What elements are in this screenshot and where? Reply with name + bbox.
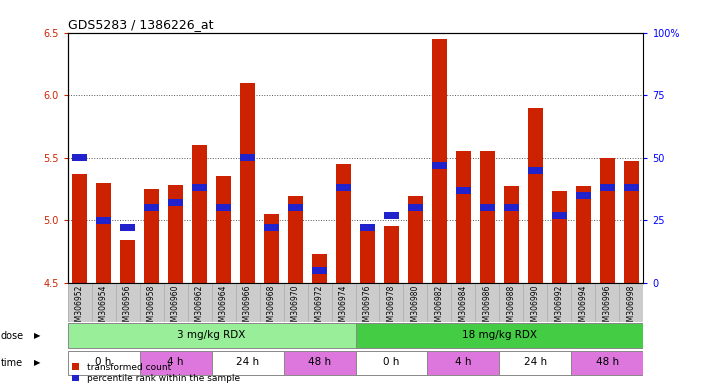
Text: GSM306958: GSM306958	[147, 285, 156, 331]
Text: GDS5283 / 1386226_at: GDS5283 / 1386226_at	[68, 18, 213, 31]
Bar	[432, 162, 447, 169]
Bar	[407, 197, 423, 283]
Bar	[480, 204, 496, 211]
Bar	[144, 204, 159, 211]
Bar	[503, 187, 519, 283]
Bar	[456, 187, 471, 194]
Bar	[528, 167, 543, 174]
Text: GSM306998: GSM306998	[627, 285, 636, 331]
Bar	[384, 212, 400, 218]
Bar	[288, 204, 304, 211]
Text: 3 mg/kg RDX: 3 mg/kg RDX	[177, 330, 246, 340]
Bar	[480, 151, 496, 283]
Text: GSM306980: GSM306980	[411, 285, 420, 331]
Text: GSM306978: GSM306978	[387, 285, 396, 331]
Text: ▶: ▶	[34, 331, 41, 340]
Bar	[96, 217, 112, 223]
Text: GSM306952: GSM306952	[75, 285, 84, 331]
Bar	[552, 192, 567, 283]
Bar	[552, 212, 567, 218]
Text: GSM306990: GSM306990	[531, 285, 540, 331]
Bar	[72, 154, 87, 161]
Text: GSM306986: GSM306986	[483, 285, 492, 331]
Text: ▶: ▶	[34, 358, 41, 367]
Text: 24 h: 24 h	[524, 357, 547, 367]
Bar	[624, 184, 639, 191]
Bar	[456, 151, 471, 283]
Bar	[360, 227, 375, 283]
Bar	[576, 192, 592, 199]
Bar	[360, 224, 375, 231]
Text: GSM306962: GSM306962	[195, 285, 204, 331]
Text: 48 h: 48 h	[308, 357, 331, 367]
Text: time: time	[1, 358, 23, 368]
Bar	[599, 158, 615, 283]
Text: GSM306968: GSM306968	[267, 285, 276, 331]
Bar	[407, 204, 423, 211]
Text: 24 h: 24 h	[236, 357, 259, 367]
Text: 0 h: 0 h	[383, 357, 400, 367]
Text: GSM306966: GSM306966	[243, 285, 252, 331]
Bar	[311, 254, 327, 283]
Bar	[168, 185, 183, 283]
Bar	[240, 83, 255, 283]
Bar	[72, 174, 87, 283]
Bar	[576, 187, 592, 283]
Text: GSM306960: GSM306960	[171, 285, 180, 331]
Text: 48 h: 48 h	[596, 357, 619, 367]
Text: GSM306972: GSM306972	[315, 285, 324, 331]
Bar	[427, 351, 500, 375]
Bar	[139, 351, 212, 375]
Bar	[624, 161, 639, 283]
Bar	[215, 204, 231, 211]
Bar	[168, 199, 183, 206]
Bar	[500, 351, 572, 375]
Bar	[240, 154, 255, 161]
Bar	[119, 240, 135, 283]
Bar	[288, 197, 304, 283]
Text: GSM306984: GSM306984	[459, 285, 468, 331]
Text: 4 h: 4 h	[167, 357, 183, 367]
Bar	[432, 39, 447, 283]
Bar	[336, 164, 351, 283]
Bar	[192, 184, 208, 191]
Text: GSM306964: GSM306964	[219, 285, 228, 331]
Text: GSM306976: GSM306976	[363, 285, 372, 331]
Text: GSM306954: GSM306954	[99, 285, 108, 331]
Text: GSM306970: GSM306970	[291, 285, 300, 331]
Bar	[503, 204, 519, 211]
Bar	[572, 351, 643, 375]
Bar	[144, 189, 159, 283]
Bar	[264, 224, 279, 231]
Bar	[68, 323, 356, 348]
Text: GSM306988: GSM306988	[507, 285, 516, 331]
Text: 0 h: 0 h	[95, 357, 112, 367]
Text: GSM306974: GSM306974	[339, 285, 348, 331]
Text: dose: dose	[1, 331, 24, 341]
Bar	[599, 184, 615, 191]
Bar	[528, 108, 543, 283]
Bar	[192, 145, 208, 283]
Bar	[68, 351, 139, 375]
Text: 4 h: 4 h	[455, 357, 471, 367]
Bar	[356, 323, 643, 348]
Bar	[215, 176, 231, 283]
Bar	[356, 351, 427, 375]
Text: GSM306982: GSM306982	[435, 285, 444, 331]
Bar	[264, 214, 279, 283]
Bar	[212, 351, 284, 375]
Bar	[96, 183, 112, 283]
Bar	[336, 184, 351, 191]
Text: GSM306994: GSM306994	[579, 285, 588, 331]
Text: 18 mg/kg RDX: 18 mg/kg RDX	[462, 330, 537, 340]
Text: GSM306956: GSM306956	[123, 285, 132, 331]
Text: GSM306996: GSM306996	[603, 285, 612, 331]
Legend: transformed count, percentile rank within the sample: transformed count, percentile rank withi…	[72, 362, 240, 383]
Text: GSM306992: GSM306992	[555, 285, 564, 331]
Bar	[384, 227, 400, 283]
Bar	[311, 267, 327, 274]
Bar	[284, 351, 356, 375]
Bar	[119, 224, 135, 231]
